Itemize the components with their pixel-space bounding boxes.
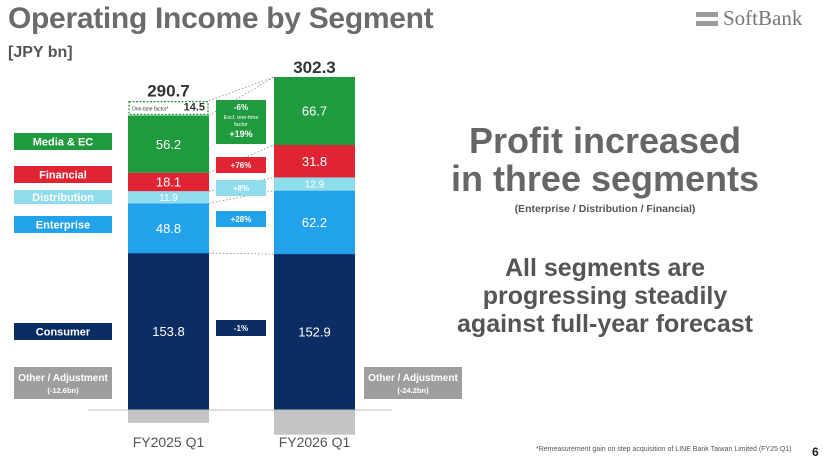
legend-label-enterprise: Enterprise <box>36 220 90 232</box>
headline-subtitle: (Enterprise / Distribution / Financial) <box>514 203 696 215</box>
legend-label-other-adjustment: Other / Adjustment <box>18 373 108 384</box>
legend-label-consumer: Consumer <box>36 327 91 339</box>
body-line-2: progressing steadily <box>482 282 728 310</box>
legend-label-financial: Financial <box>39 170 87 182</box>
data-label-consumer: 152.9 <box>298 325 331 340</box>
legend-box-media-ec <box>14 133 112 150</box>
change-box-financial <box>216 157 266 173</box>
bar-segment-media-ec <box>274 76 355 146</box>
legend-box-other-adjustment <box>364 367 462 399</box>
legend-label-media-ec: Media & EC <box>33 137 94 149</box>
body-line-3: against full-year forecast <box>457 310 753 338</box>
data-label-distribution: 11.9 <box>159 193 178 204</box>
softbank-logo: SoftBank <box>696 6 802 31</box>
change-note: factor <box>234 122 248 128</box>
bar-segment-distribution <box>274 177 355 191</box>
data-label-media-ec: 66.7 <box>302 104 327 119</box>
legend-sublabel-other-adjustment: (-24.2bn) <box>397 386 429 395</box>
one-time-factor-value: 14.5 <box>184 102 205 114</box>
bar-segment-other-adjustment <box>128 410 209 423</box>
connector-line <box>208 76 275 102</box>
change-box-consumer <box>216 320 266 336</box>
bar-segment-consumer <box>274 254 355 410</box>
legend-box-distribution <box>14 190 112 204</box>
headline-line-1: Profit increased <box>468 120 742 161</box>
total-label: 302.3 <box>293 58 336 77</box>
bar-segment-enterprise <box>274 190 355 255</box>
data-label-enterprise: 48.8 <box>156 221 181 236</box>
change-value: -6% <box>234 103 248 112</box>
legend-label-distribution: Distribution <box>32 192 94 204</box>
page-title: Operating Income by Segment <box>8 2 434 35</box>
legend-box-enterprise <box>14 216 112 233</box>
body-message: All segments are progressing steadily ag… <box>410 254 800 338</box>
data-label-consumer: 153.8 <box>152 324 185 339</box>
change-note: Excl. one-time <box>224 115 259 121</box>
legend-label-other-adjustment: Other / Adjustment <box>368 373 458 384</box>
connector-line <box>208 252 275 255</box>
change-box-distribution <box>216 180 266 196</box>
total-label: 290.7 <box>147 82 190 101</box>
x-tick-label: FY2025 Q1 <box>133 434 205 450</box>
change-value: +76% <box>231 161 252 170</box>
legend-box-financial <box>14 166 112 183</box>
logo-mark-icon <box>696 11 718 26</box>
data-label-media-ec: 56.2 <box>156 137 181 152</box>
headline-line-2: in three segments <box>450 158 760 199</box>
data-label-enterprise: 62.2 <box>302 215 327 230</box>
headline: Profit increased in three segments <box>410 122 800 198</box>
logo-text: SoftBank <box>723 6 803 30</box>
legend-sublabel-other-adjustment: (-12.6bn) <box>47 386 79 395</box>
bar-segment-distribution <box>128 191 209 204</box>
bar-segment-financial <box>128 172 209 192</box>
legend-box-consumer <box>14 323 112 340</box>
footnote: *Remeasurement gain on step acquisition … <box>536 446 792 453</box>
unit-label: [JPY bn] <box>8 44 73 61</box>
change-box-media-ec <box>216 100 266 144</box>
connector-line <box>208 190 275 204</box>
change-box-enterprise <box>216 211 266 227</box>
bar-segment-consumer <box>128 253 209 410</box>
bar-segment-other-adjustment <box>274 410 355 435</box>
data-label-financial: 18.1 <box>156 175 181 190</box>
change-value: +8% <box>233 184 249 193</box>
one-time-factor-label: One-time factor* <box>132 107 168 113</box>
bar-segment-financial <box>274 145 355 178</box>
change-value: +28% <box>231 215 252 224</box>
bar-segment-enterprise <box>128 203 209 254</box>
data-label-financial: 31.8 <box>302 154 327 169</box>
page-number: 6 <box>812 445 819 459</box>
x-tick-label: FY2026 Q1 <box>279 434 351 450</box>
bar-segment-media-ec <box>128 115 209 173</box>
change-value-adjusted: +19% <box>229 129 252 139</box>
data-label-distribution: 12.9 <box>305 180 325 191</box>
change-value: -1% <box>234 324 248 333</box>
legend-box-other-adjustment <box>14 367 112 399</box>
bar-segment-one-time-factor <box>128 101 209 116</box>
body-line-1: All segments are <box>504 254 706 282</box>
